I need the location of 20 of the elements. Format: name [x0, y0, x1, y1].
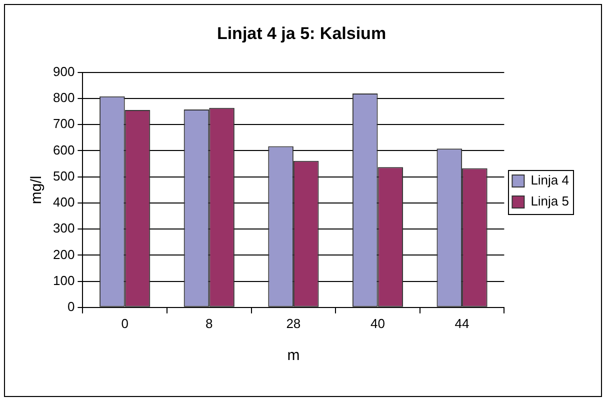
legend-label: Linja 5 — [530, 194, 570, 209]
x-tick-label: 40 — [370, 316, 385, 331]
x-tick-label: 8 — [206, 316, 213, 331]
y-tick-label: 200 — [52, 246, 75, 262]
y-tick-label: 800 — [52, 90, 75, 106]
y-tick-label: 900 — [52, 64, 75, 79]
y-tick-label: 0 — [67, 298, 75, 314]
legend-label: Linja 4 — [530, 172, 570, 188]
y-tick-label: 400 — [52, 194, 75, 210]
y-axis-title: mg/l — [28, 176, 46, 204]
y-tick-label: 300 — [52, 220, 75, 236]
x-tick-label: 28 — [286, 316, 301, 331]
y-tick-label: 600 — [52, 142, 75, 158]
y-tick-label: 100 — [52, 272, 75, 288]
x-tick-label: 44 — [454, 316, 470, 331]
y-tick-label: 700 — [52, 116, 75, 132]
x-tick-label: 0 — [121, 316, 128, 331]
y-tick-label: 500 — [52, 168, 75, 184]
x-axis-title: m — [287, 347, 300, 364]
chart-title: Linjat 4 ja 5: Kalsium — [216, 24, 386, 43]
